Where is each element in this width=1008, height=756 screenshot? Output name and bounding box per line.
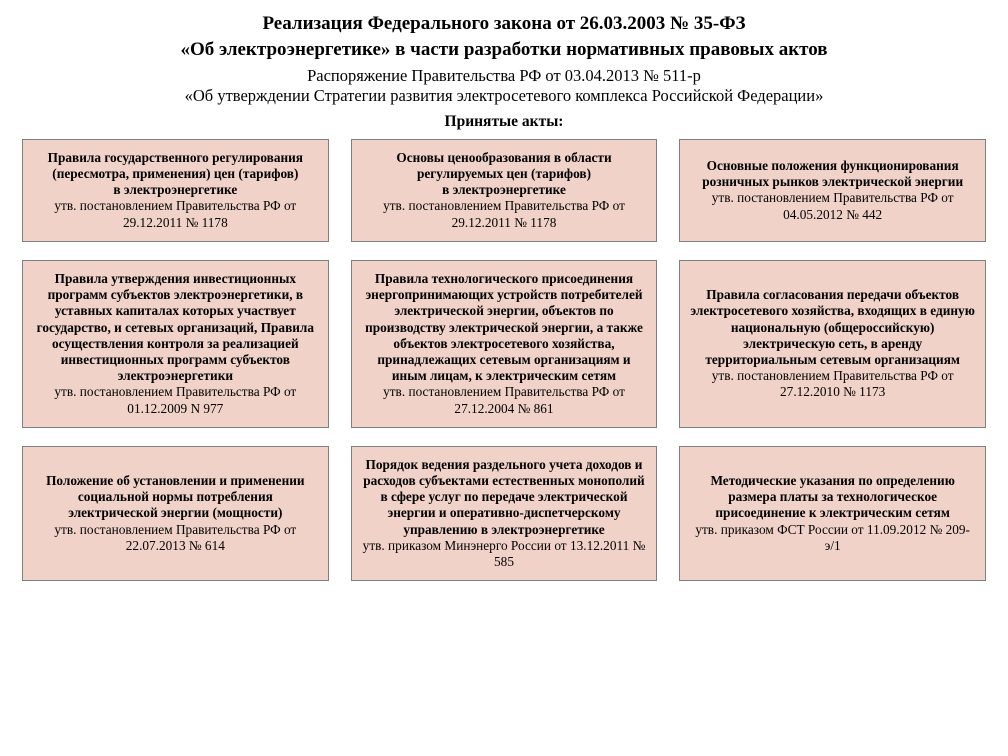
page-title-line2: «Об электроэнергетике» в части разработк… [18, 38, 990, 62]
act-title: Правила государственного регулирования (… [33, 150, 318, 199]
act-card-r2c3: Правила согласования передачи объектов э… [679, 260, 986, 428]
act-approval: утв. приказом Минэнерго России от 13.12.… [362, 538, 647, 570]
act-title: Правила технологического присоединения э… [362, 271, 647, 385]
act-approval: утв. постановлением Правительства РФ от … [690, 368, 975, 400]
act-approval: утв. постановлением Правительства РФ от … [33, 384, 318, 416]
act-title: Порядок ведения раздельного учета доходо… [362, 457, 647, 538]
adopted-acts-heading: Принятые акты: [18, 113, 990, 131]
act-title: Правила согласования передачи объектов э… [690, 287, 975, 368]
act-approval: утв. постановлением Правительства РФ от … [33, 198, 318, 230]
act-card-r1c2: Основы ценообразования в области регулир… [351, 139, 658, 242]
act-card-r3c1: Положение об установлении и применении с… [22, 446, 329, 582]
act-card-r2c2: Правила технологического присоединения э… [351, 260, 658, 428]
act-approval: утв. приказом ФСТ России от 11.09.2012 №… [690, 522, 975, 554]
act-approval: утв. постановлением Правительства РФ от … [362, 198, 647, 230]
subtitle-line2: «Об утверждении Стратегии развития элект… [18, 86, 990, 107]
acts-grid: Правила государственного регулирования (… [18, 139, 990, 582]
act-approval: утв. постановлением Правительства РФ от … [362, 384, 647, 416]
act-title: Методические указания по определению раз… [690, 473, 975, 522]
act-title: Основные положения функционирования розн… [690, 158, 975, 190]
act-card-r3c3: Методические указания по определению раз… [679, 446, 986, 582]
act-card-r1c1: Правила государственного регулирования (… [22, 139, 329, 242]
act-title: Положение об установлении и применении с… [33, 473, 318, 522]
act-card-r1c3: Основные положения функционирования розн… [679, 139, 986, 242]
page-title-line1: Реализация Федерального закона от 26.03.… [18, 12, 990, 36]
act-card-r3c2: Порядок ведения раздельного учета доходо… [351, 446, 658, 582]
act-approval: утв. постановлением Правительства РФ от … [690, 190, 975, 222]
subtitle-line1: Распоряжение Правительства РФ от 03.04.2… [18, 66, 990, 87]
act-title: Правила утверждения инвестиционных прогр… [33, 271, 318, 385]
header: Реализация Федерального закона от 26.03.… [18, 12, 990, 131]
act-card-r2c1: Правила утверждения инвестиционных прогр… [22, 260, 329, 428]
act-approval: утв. постановлением Правительства РФ от … [33, 522, 318, 554]
act-title: Основы ценообразования в области регулир… [362, 150, 647, 199]
